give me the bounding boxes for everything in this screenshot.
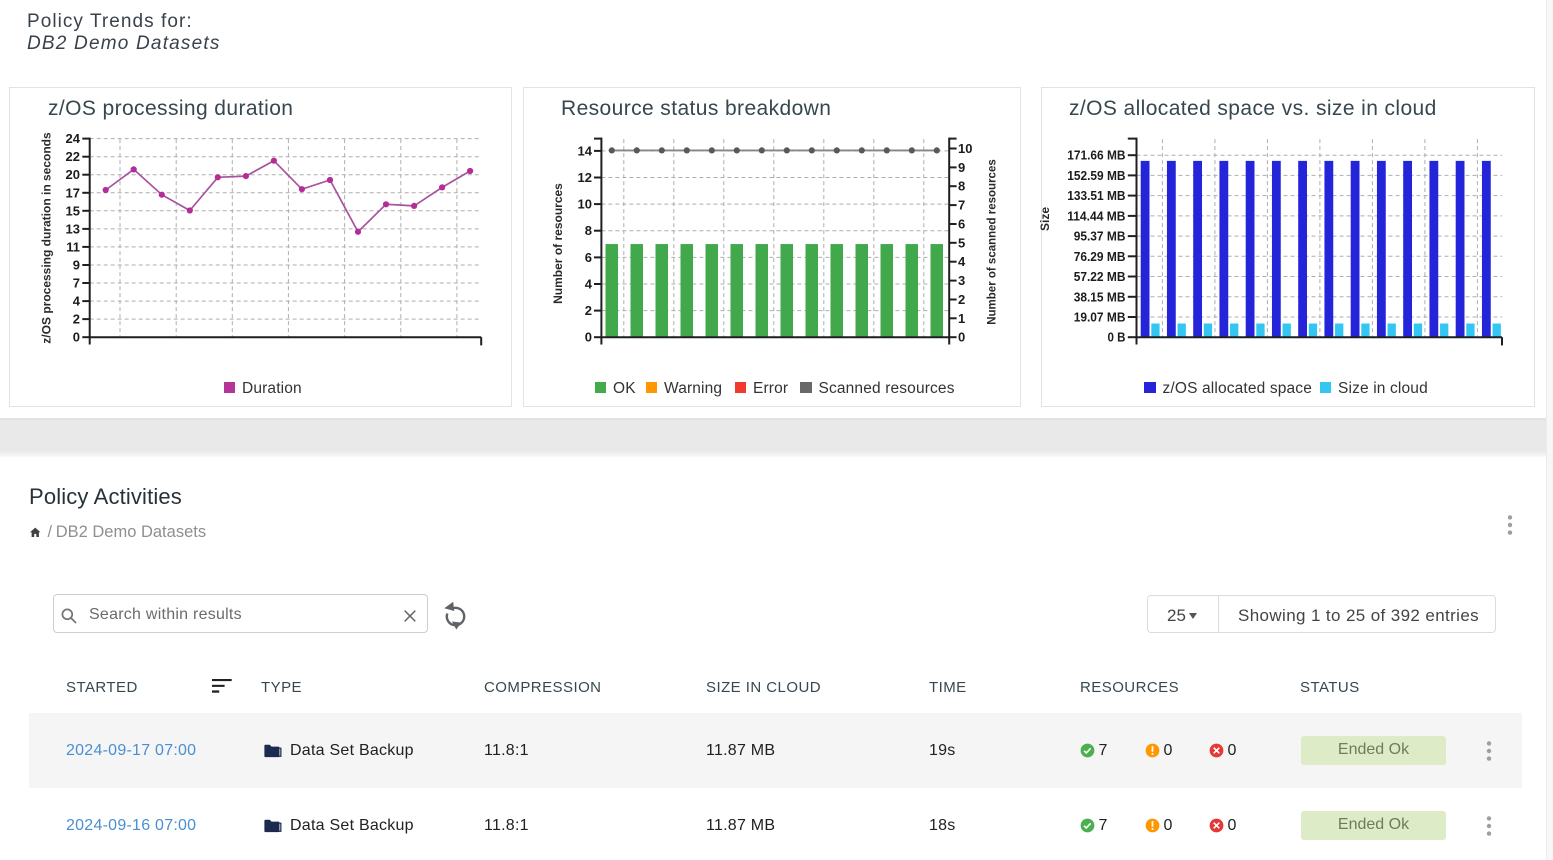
svg-text:22: 22 — [66, 149, 80, 164]
svg-text:114.44 MB: 114.44 MB — [1067, 208, 1125, 223]
svg-text:11: 11 — [66, 239, 80, 254]
svg-text:0: 0 — [585, 330, 592, 345]
svg-text:Number of scanned resources: Number of scanned resources — [987, 159, 999, 325]
svg-text:10: 10 — [578, 197, 592, 212]
svg-text:13: 13 — [66, 221, 80, 236]
svg-text:57.22 MB: 57.22 MB — [1074, 269, 1126, 284]
svg-text:10: 10 — [958, 141, 972, 156]
svg-text:15: 15 — [66, 203, 80, 218]
svg-text:19.07 MB: 19.07 MB — [1074, 310, 1126, 325]
svg-text:7: 7 — [958, 198, 965, 213]
svg-text:76.29 MB: 76.29 MB — [1074, 249, 1126, 264]
svg-text:3: 3 — [958, 273, 965, 288]
svg-text:4: 4 — [585, 277, 593, 292]
svg-text:6: 6 — [958, 217, 965, 232]
svg-text:2: 2 — [585, 303, 592, 318]
svg-text:14: 14 — [578, 143, 593, 158]
svg-text:1: 1 — [958, 311, 965, 326]
svg-text:Size: Size — [1038, 207, 1052, 231]
svg-text:133.51 MB: 133.51 MB — [1067, 188, 1125, 203]
svg-text:5: 5 — [958, 235, 965, 250]
svg-text:0: 0 — [73, 330, 80, 345]
svg-text:0 B: 0 B — [1108, 330, 1126, 345]
svg-text:17: 17 — [66, 185, 80, 200]
svg-text:20: 20 — [66, 167, 80, 182]
svg-text:Number of resources: Number of resources — [551, 183, 565, 304]
svg-text:2: 2 — [73, 312, 80, 327]
svg-text:4: 4 — [958, 254, 966, 269]
svg-text:12: 12 — [578, 170, 592, 185]
svg-text:38.15 MB: 38.15 MB — [1074, 289, 1126, 304]
svg-text:2: 2 — [958, 292, 965, 307]
svg-text:171.66 MB: 171.66 MB — [1067, 148, 1125, 163]
svg-text:0: 0 — [958, 330, 965, 345]
svg-text:152.59 MB: 152.59 MB — [1067, 168, 1125, 183]
svg-text:z/OS processing duration in se: z/OS processing duration in seconds — [40, 132, 54, 344]
svg-text:9: 9 — [73, 258, 80, 273]
svg-text:8: 8 — [585, 223, 592, 238]
svg-text:4: 4 — [73, 294, 81, 309]
svg-text:7: 7 — [73, 276, 80, 291]
svg-text:24: 24 — [66, 131, 81, 146]
svg-text:9: 9 — [958, 160, 965, 175]
svg-text:95.37 MB: 95.37 MB — [1074, 229, 1126, 244]
svg-text:8: 8 — [958, 179, 965, 194]
svg-text:6: 6 — [585, 250, 592, 265]
